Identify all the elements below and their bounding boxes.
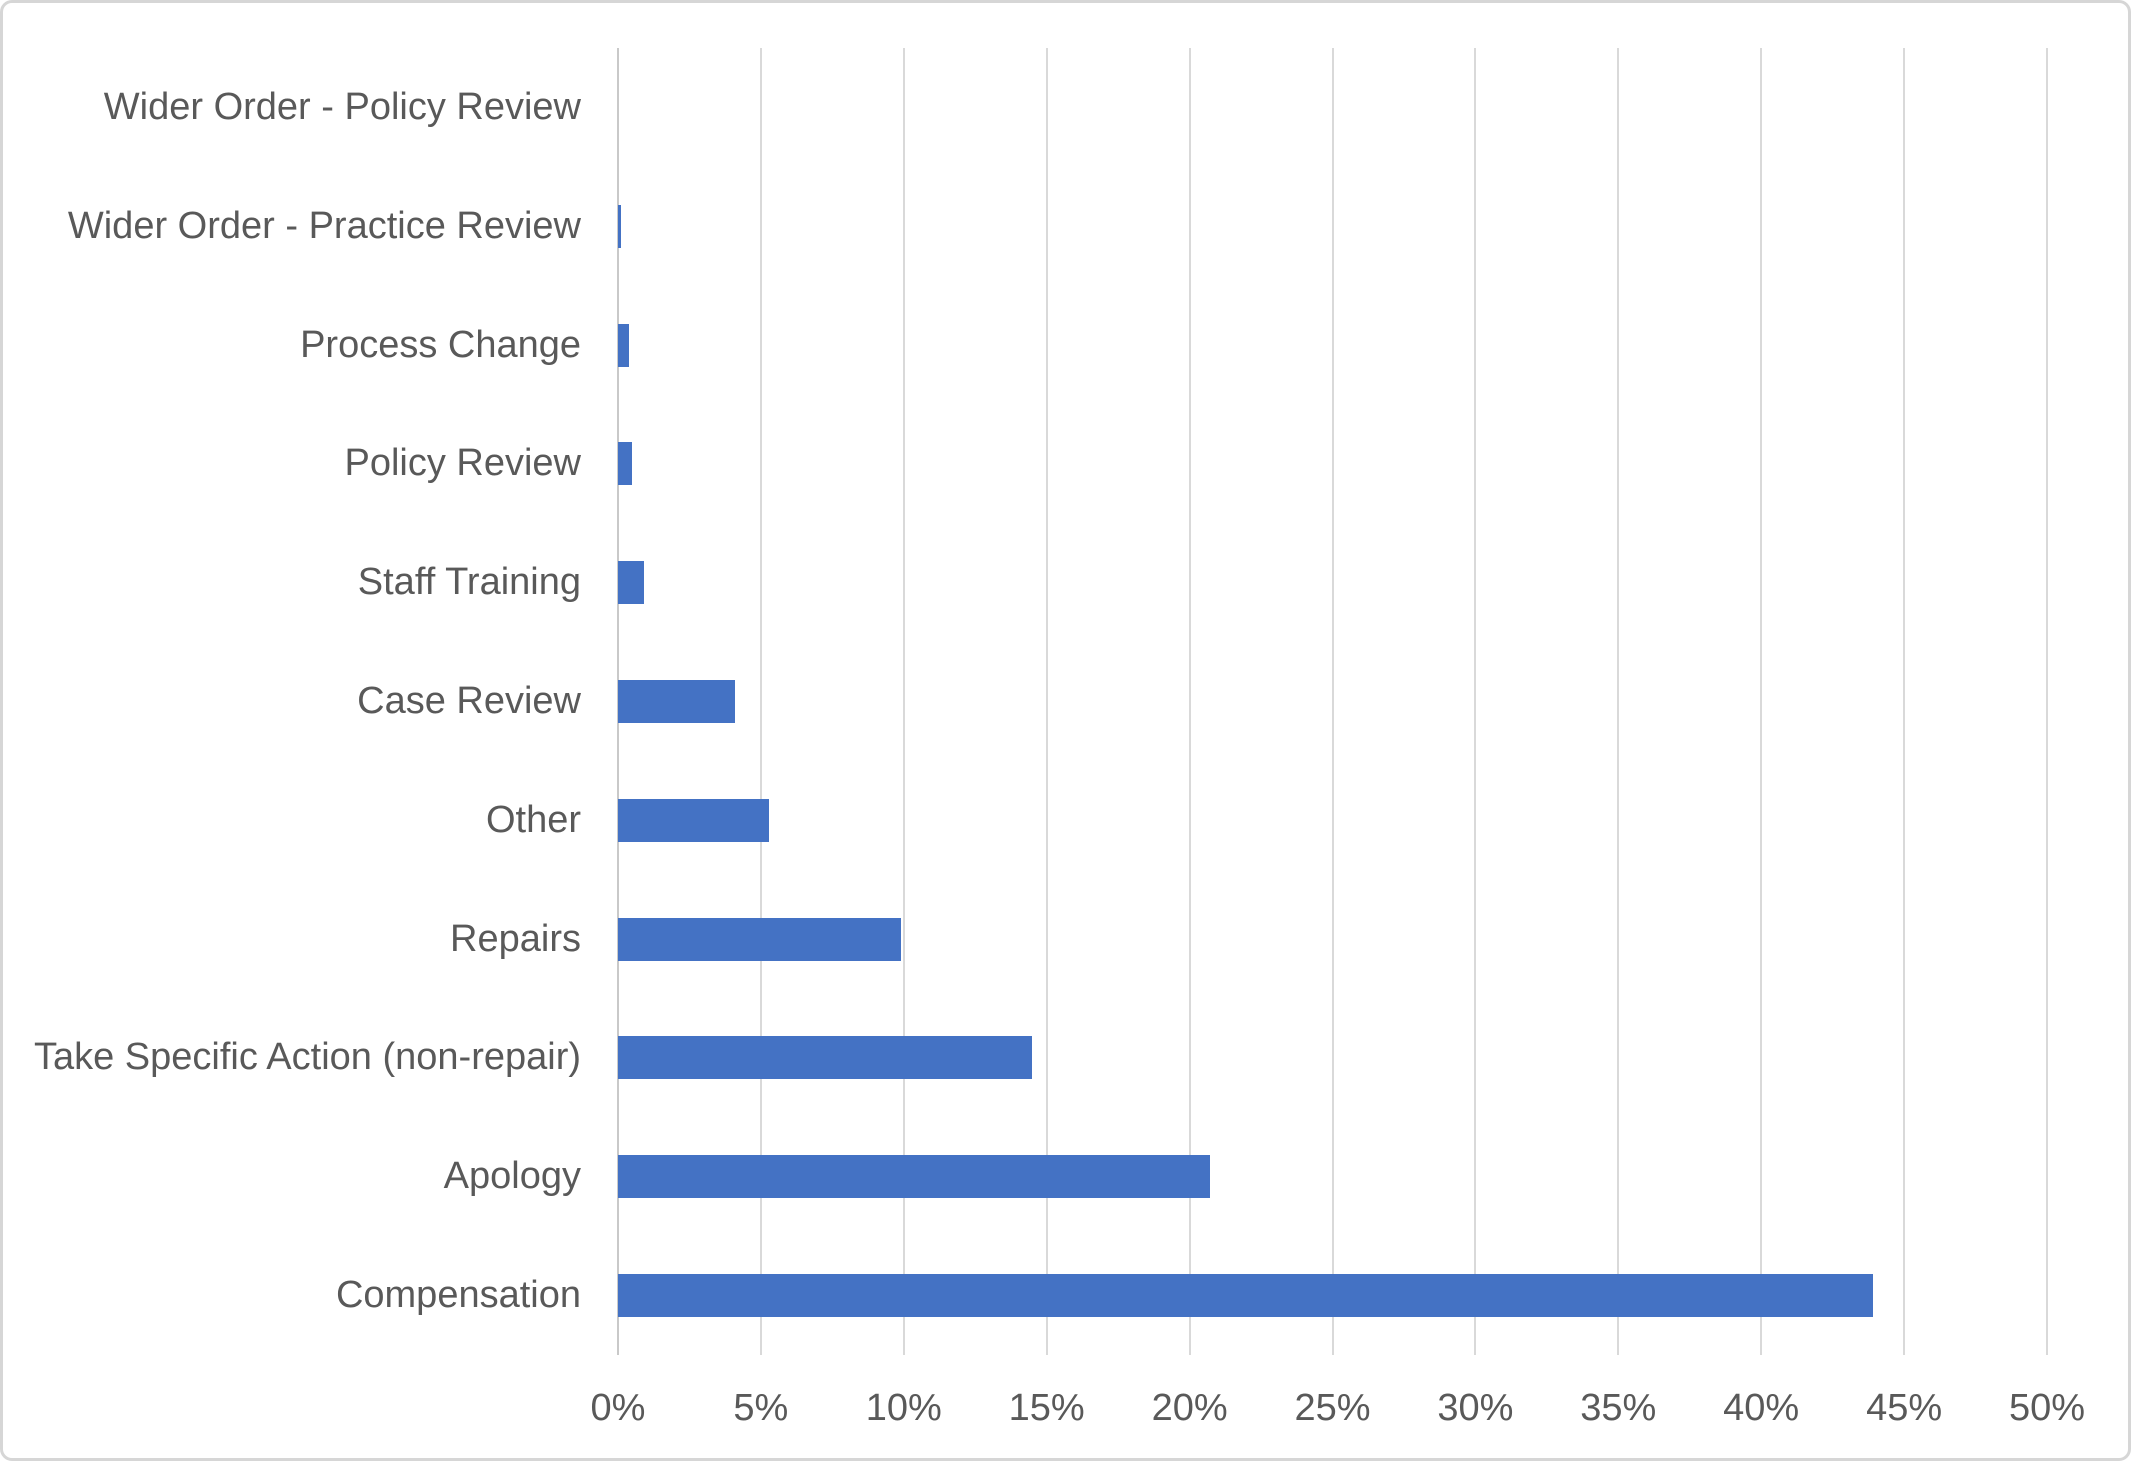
- x-tick-label: 0%: [590, 1387, 646, 1429]
- category-label: Other: [485, 798, 581, 841]
- category-label: Wider Order - Practice Review: [67, 204, 581, 247]
- gridline: [1474, 48, 1477, 1355]
- bar: [618, 442, 633, 486]
- plot-area: [617, 48, 2048, 1355]
- bar: [618, 561, 644, 605]
- bar: [618, 204, 621, 248]
- bar: [618, 680, 736, 723]
- category-label: Policy Review: [344, 442, 581, 485]
- bar: [618, 1274, 1873, 1318]
- gridline: [1617, 48, 1620, 1355]
- category-label: Compensation: [335, 1274, 581, 1317]
- x-tick-label: 50%: [2008, 1387, 2086, 1429]
- x-tick-label: 25%: [1294, 1387, 1371, 1429]
- category-label: Wider Order - Policy Review: [103, 85, 581, 128]
- category-label: Take Specific Action (non-repair): [33, 1036, 581, 1079]
- gridline: [902, 48, 905, 1355]
- gridline: [1760, 48, 1763, 1355]
- gridline: [1045, 48, 1048, 1355]
- bar: [618, 798, 770, 842]
- x-tick-label: 5%: [733, 1387, 789, 1429]
- x-tick-label: 35%: [1580, 1387, 1657, 1429]
- gridline: [1331, 48, 1334, 1355]
- x-tick-label: 10%: [865, 1387, 942, 1429]
- category-label: Repairs: [450, 917, 581, 960]
- x-tick-label: 40%: [1723, 1387, 1800, 1429]
- bar: [618, 1036, 1033, 1080]
- gridline: [2046, 48, 2048, 1355]
- x-tick-label: 30%: [1437, 1387, 1514, 1429]
- gridline: [1188, 48, 1191, 1355]
- category-label: Apology: [443, 1155, 581, 1198]
- category-label: Case Review: [357, 679, 581, 722]
- bar: [618, 917, 901, 961]
- gridline: [759, 48, 762, 1355]
- bar: [618, 323, 630, 367]
- x-tick-label: 20%: [1151, 1387, 1228, 1429]
- bar: [618, 1155, 1210, 1199]
- x-tick-label: 45%: [1866, 1387, 1943, 1429]
- category-label: Process Change: [300, 323, 581, 366]
- gridline: [1903, 48, 1906, 1355]
- x-tick-label: 15%: [1008, 1387, 1085, 1429]
- category-label: Staff Training: [357, 561, 581, 604]
